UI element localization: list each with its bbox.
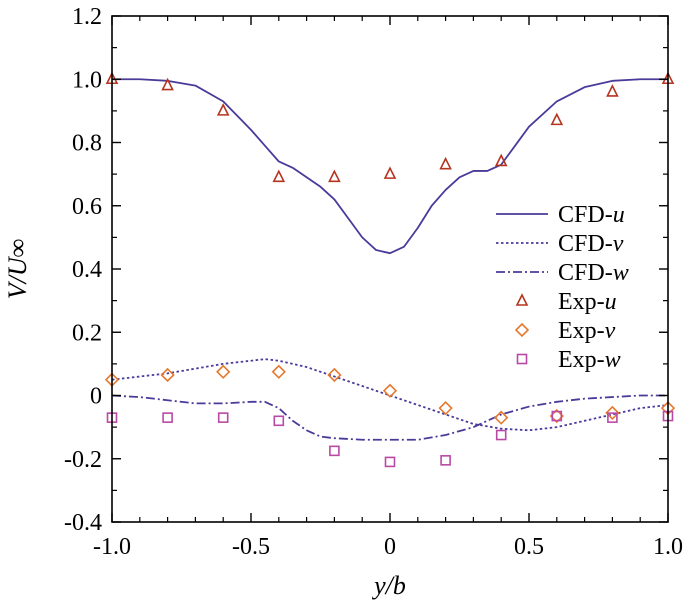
- series-exp-u-point: [216, 103, 230, 116]
- series-cfd-w-line: [111, 394, 668, 441]
- series-exp-u-point: [328, 169, 341, 183]
- series-exp-w-point: [495, 429, 507, 441]
- y-tick-label: 0.8: [72, 131, 102, 157]
- series-exp-v-point: [605, 405, 620, 421]
- series-exp-v-point: [382, 383, 398, 398]
- y-tick-label: -0.2: [64, 447, 102, 473]
- series-exp-v-point: [271, 364, 286, 379]
- series-exp-v-point: [160, 367, 175, 383]
- legend-swatch-exp-u: [515, 293, 529, 306]
- x-tick-label: 0.5: [514, 534, 544, 560]
- y-tick-label: -0.4: [64, 510, 102, 536]
- legend-item-cfd-v: CFD-v: [496, 231, 624, 257]
- series-exp-v-point: [216, 364, 231, 379]
- legend-label-exp-u: Exp-u: [558, 289, 617, 315]
- y-axis-title-text: V/U∞: [3, 239, 32, 299]
- y-tick-label: 0: [90, 384, 102, 410]
- legend-label-cfd-w: CFD-w: [558, 260, 629, 286]
- series-exp-w-point: [440, 455, 451, 466]
- legend-item-exp-w: Exp-w: [516, 347, 621, 373]
- series-exp-w-point: [162, 412, 173, 423]
- y-tick-label: 1.0: [72, 67, 102, 93]
- y-axis-title: V/U∞: [3, 239, 32, 299]
- series-exp-u-point: [550, 112, 564, 126]
- series-exp-u-point: [161, 77, 174, 91]
- legend-item-cfd-u: CFD-u: [496, 202, 625, 228]
- legend-item-cfd-w: CFD-w: [496, 260, 629, 286]
- legend-label-cfd-u: CFD-u: [558, 202, 625, 228]
- x-tick-label: -0.5: [232, 534, 270, 560]
- legend-swatch-exp-w: [516, 353, 528, 365]
- series-exp-u-point: [272, 169, 286, 183]
- x-axis-title: y/b: [371, 571, 406, 600]
- series-exp-v-point: [494, 410, 509, 425]
- series-exp-u-point: [383, 166, 397, 179]
- series-exp-w-point: [384, 456, 396, 468]
- series-cfd-v-line: [111, 358, 669, 432]
- series-exp-u-point: [439, 156, 452, 170]
- y-tick-label: 0.6: [72, 194, 102, 220]
- y-tick-label: 0.2: [72, 320, 102, 346]
- x-tick-label: 1.0: [653, 534, 683, 560]
- legend-item-exp-v: Exp-v: [514, 318, 616, 344]
- legend-label-exp-w: Exp-w: [558, 347, 621, 373]
- legend: CFD-u CFD-v CFD-w Exp-u Exp-v Exp-w: [496, 202, 629, 373]
- series-exp-u-point: [494, 153, 508, 167]
- series-cfd-u-line: [112, 78, 668, 255]
- legend-label-cfd-v: CFD-v: [558, 231, 624, 257]
- series-exp-v-point: [327, 367, 342, 383]
- y-tick-label: 1.2: [72, 4, 102, 30]
- legend-label-exp-v: Exp-v: [558, 318, 616, 344]
- x-tick-label: 0: [384, 534, 396, 560]
- series-exp-v-point: [438, 401, 453, 416]
- series-exp-w-point: [329, 445, 340, 457]
- series-exp-w-point: [217, 412, 229, 423]
- x-tick-label: -1.0: [93, 534, 131, 560]
- series-exp-w-point: [273, 415, 285, 427]
- series-exp-w-point: [551, 410, 563, 422]
- series-exp-u-point: [606, 84, 619, 97]
- series-exp-w-point: [607, 412, 618, 423]
- legend-item-exp-u: Exp-u: [515, 289, 617, 315]
- legend-swatch-exp-v: [514, 322, 530, 338]
- y-tick-label: 0.4: [72, 257, 102, 283]
